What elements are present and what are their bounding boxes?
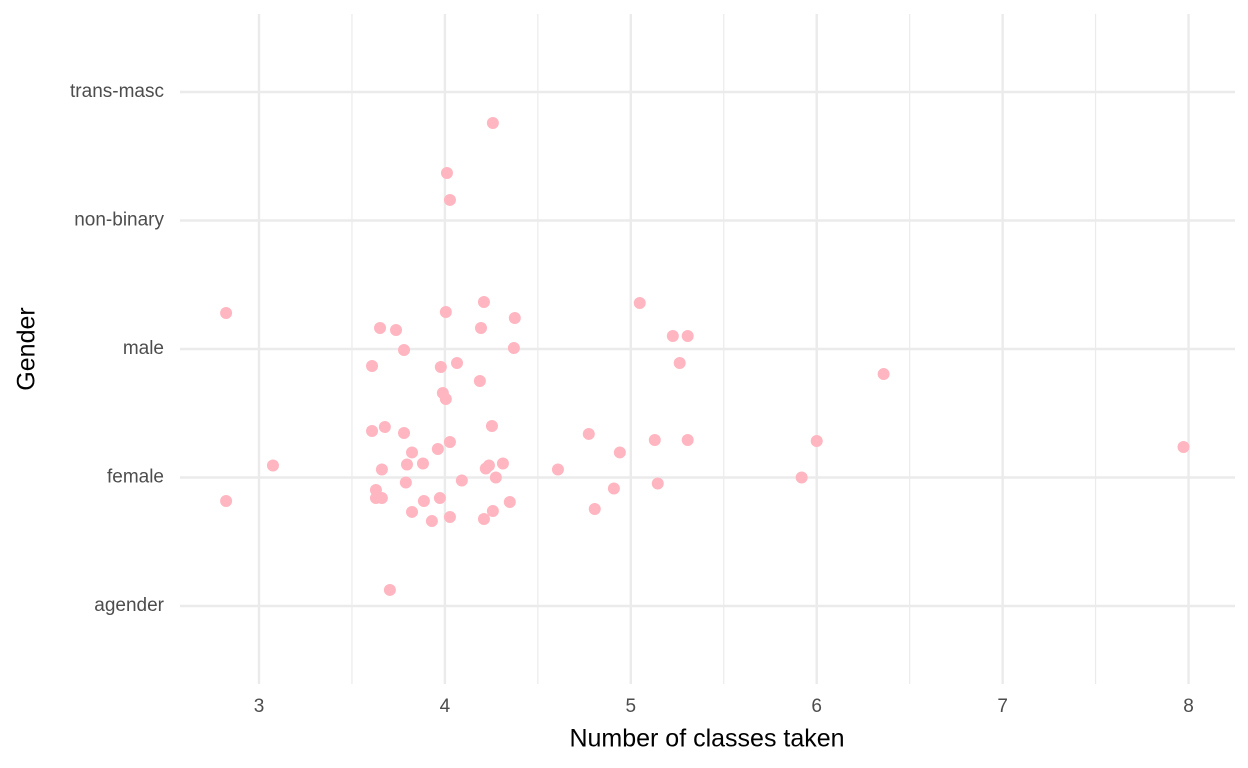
point [633,296,646,309]
point [477,513,490,526]
point [666,330,679,343]
point [398,427,411,440]
point [374,322,387,335]
x-tick-label: 7 [997,696,1008,717]
point [507,341,520,354]
x-axis-title: Number of classes taken [569,725,844,753]
point [266,459,279,472]
point [399,476,412,489]
point [681,433,694,446]
point [443,193,456,206]
point [443,510,456,523]
point [416,457,429,470]
point [366,359,379,372]
point [486,116,499,129]
y-tick-label: female [107,467,164,488]
point [378,420,391,433]
point [398,344,411,357]
point [417,495,430,508]
y-tick-label: male [123,338,164,359]
point [439,392,452,405]
x-tick-label: 4 [440,696,451,717]
x-tick-label: 6 [811,696,822,717]
point [406,446,419,459]
y-tick-label: agender [94,595,164,616]
point [551,463,564,476]
point [673,357,686,370]
point [400,458,413,471]
point [810,435,823,448]
point [366,424,379,437]
point [455,474,468,487]
x-tick-label: 5 [626,696,637,717]
y-tick-label: non-binary [74,210,164,231]
point [383,583,396,596]
point [503,496,516,509]
point [479,462,492,475]
point [431,442,444,455]
point [489,471,502,484]
point [439,305,452,318]
point [450,357,463,370]
point [681,330,694,343]
point [588,502,601,515]
point [877,368,890,381]
point [795,471,808,484]
point [648,433,661,446]
point [496,457,509,470]
x-tick-label: 8 [1183,696,1194,717]
point [220,307,233,320]
point [508,312,521,325]
y-tick-label: trans-masc [70,81,164,102]
point [375,463,388,476]
point [375,492,388,505]
point [607,482,620,495]
point [406,505,419,518]
point [485,419,498,432]
x-tick-label: 3 [254,696,265,717]
point [1177,441,1190,454]
point [434,360,447,373]
point [651,477,664,490]
y-axis-title: Gender [13,307,41,390]
point [474,322,487,335]
point [220,495,233,508]
point [486,505,499,518]
point [390,323,403,336]
point [473,374,486,387]
point [425,515,438,528]
point [433,492,446,505]
point [443,436,456,449]
point [613,446,626,459]
point [477,295,490,308]
point [582,427,595,440]
point [440,166,453,179]
